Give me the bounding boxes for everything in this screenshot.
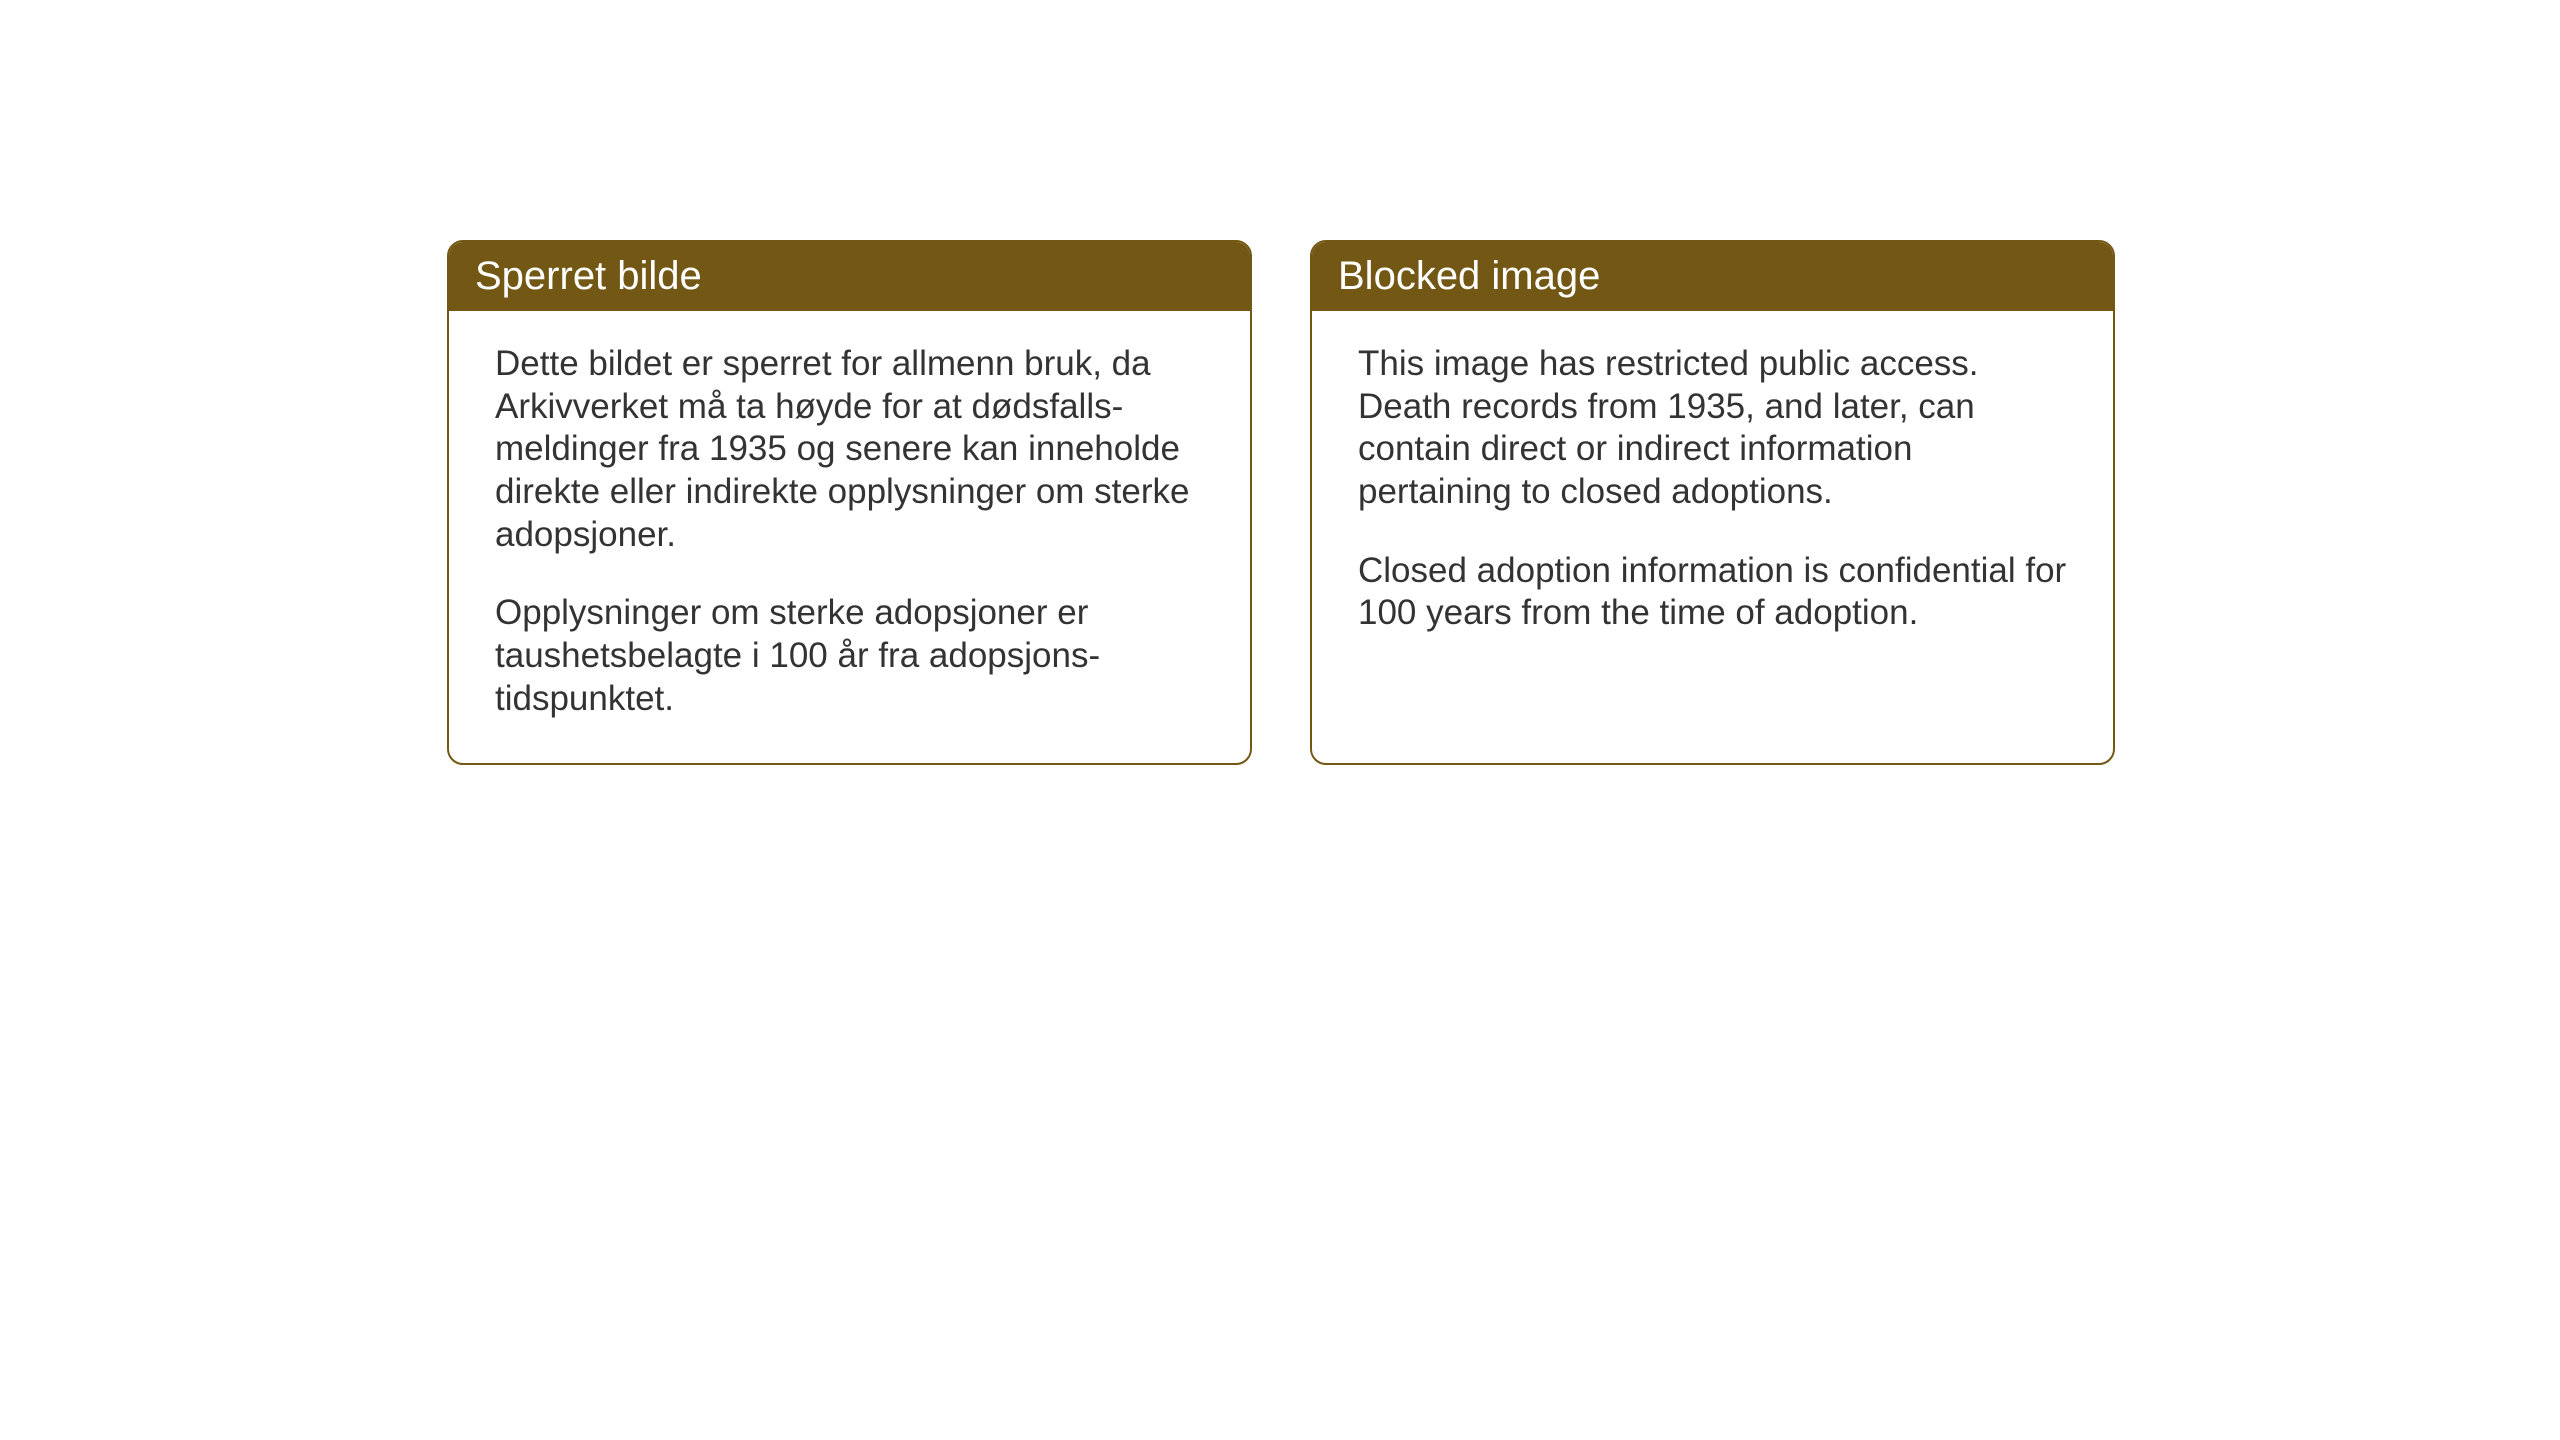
notice-paragraph-1-no: Dette bildet er sperret for allmenn bruk… <box>495 343 1204 556</box>
notice-paragraph-2-no: Opplysninger om sterke adopsjoner er tau… <box>495 592 1204 720</box>
notice-paragraph-1-en: This image has restricted public access.… <box>1358 343 2067 514</box>
card-header-norwegian: Sperret bilde <box>449 242 1250 311</box>
notice-card-english: Blocked image This image has restricted … <box>1310 240 2115 765</box>
card-body-norwegian: Dette bildet er sperret for allmenn bruk… <box>449 311 1250 763</box>
notice-cards-container: Sperret bilde Dette bildet er sperret fo… <box>447 240 2115 765</box>
notice-card-norwegian: Sperret bilde Dette bildet er sperret fo… <box>447 240 1252 765</box>
notice-paragraph-2-en: Closed adoption information is confident… <box>1358 550 2067 635</box>
card-header-english: Blocked image <box>1312 242 2113 311</box>
card-body-english: This image has restricted public access.… <box>1312 311 2113 677</box>
